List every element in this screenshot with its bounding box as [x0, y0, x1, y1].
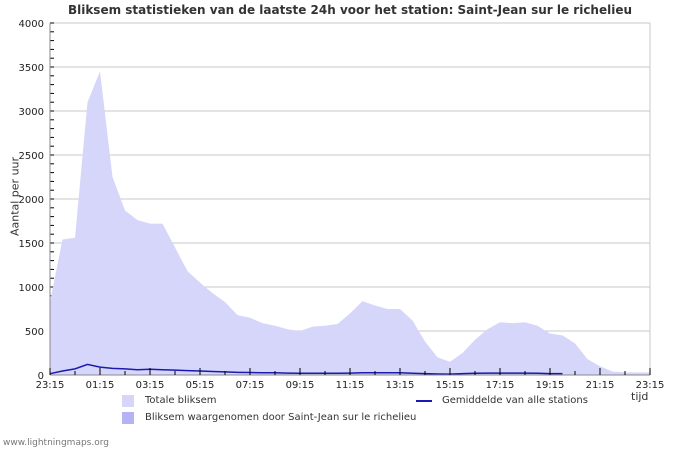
legend-total: Totale bliksem [145, 395, 217, 406]
svg-text:07:15: 07:15 [236, 380, 265, 391]
svg-text:19:15: 19:15 [536, 380, 565, 391]
footer-link[interactable]: www.lightningmaps.org [3, 438, 109, 448]
svg-text:03:15: 03:15 [136, 380, 165, 391]
x-axis-label: tijd [631, 390, 649, 403]
svg-text:500: 500 [25, 327, 44, 338]
svg-text:3500: 3500 [19, 63, 44, 74]
legend-swatch-total [122, 395, 134, 407]
svg-text:3000: 3000 [19, 107, 44, 118]
svg-text:01:15: 01:15 [86, 380, 115, 391]
svg-text:23:15: 23:15 [636, 380, 665, 391]
legend-station: Bliksem waargenomen door Saint-Jean sur … [145, 412, 417, 423]
svg-text:23:15: 23:15 [36, 380, 65, 391]
svg-text:1500: 1500 [19, 239, 44, 250]
svg-text:17:15: 17:15 [486, 380, 515, 391]
svg-text:13:15: 13:15 [386, 380, 415, 391]
svg-text:1000: 1000 [19, 283, 44, 294]
svg-text:09:15: 09:15 [286, 380, 315, 391]
legend-average: Gemiddelde van alle stations [442, 395, 588, 406]
svg-text:15:15: 15:15 [436, 380, 465, 391]
svg-text:4000: 4000 [19, 19, 44, 30]
svg-text:2500: 2500 [19, 151, 44, 162]
svg-text:11:15: 11:15 [336, 380, 365, 391]
svg-text:0: 0 [38, 371, 44, 382]
legend-line-average [416, 400, 432, 402]
svg-text:21:15: 21:15 [586, 380, 615, 391]
svg-text:05:15: 05:15 [186, 380, 215, 391]
svg-text:2000: 2000 [19, 195, 44, 206]
chart-title: Bliksem statistieken van de laatste 24h … [67, 3, 633, 17]
legend-swatch-station [122, 412, 134, 424]
